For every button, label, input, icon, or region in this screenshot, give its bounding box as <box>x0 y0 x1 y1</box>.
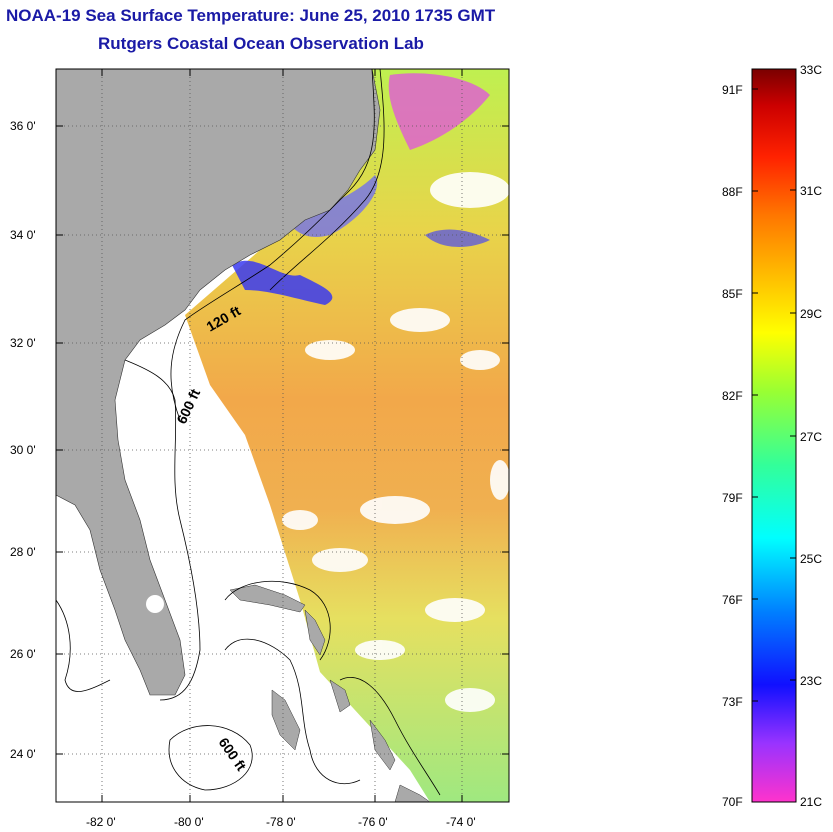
celsius-label: 27C <box>800 430 822 444</box>
lat-tick-label: 36 0' <box>10 119 36 133</box>
fahrenheit-label: 70F <box>722 795 743 809</box>
land-mainland <box>56 69 381 696</box>
celsius-label: 21C <box>800 795 822 809</box>
fahrenheit-label: 76F <box>722 593 743 607</box>
celsius-label: 29C <box>800 307 822 321</box>
lat-tick-label: 30 0' <box>10 443 36 457</box>
axis-ticks <box>56 69 509 802</box>
lat-tick-label: 26 0' <box>10 647 36 661</box>
fahrenheit-label: 91F <box>722 83 743 97</box>
fahrenheit-label: 82F <box>722 389 743 403</box>
cool-water-patch <box>232 260 333 305</box>
cool-water-patch <box>388 73 490 150</box>
celsius-label: 25C <box>800 552 822 566</box>
cool-water-patch <box>425 229 490 247</box>
lat-tick-label: 34 0' <box>10 228 36 242</box>
fahrenheit-label: 73F <box>722 695 743 709</box>
color-scale-ticks <box>752 88 796 702</box>
fahrenheit-label: 88F <box>722 185 743 199</box>
map-title: NOAA-19 Sea Surface Temperature: June 25… <box>6 6 496 25</box>
map-subtitle: Rutgers Coastal Ocean Observation Lab <box>98 34 424 53</box>
lon-tick-label: -80 0' <box>174 815 204 829</box>
lat-tick-label: 28 0' <box>10 545 36 559</box>
celsius-label: 33C <box>800 63 822 77</box>
celsius-label: 31C <box>800 184 822 198</box>
lat-tick-label: 32 0' <box>10 336 36 350</box>
lon-tick-label: -82 0' <box>86 815 116 829</box>
lon-tick-label: -74 0' <box>446 815 476 829</box>
lake-okeechobee <box>146 595 164 613</box>
fahrenheit-label: 85F <box>722 287 743 301</box>
color-scale-bar <box>751 68 797 803</box>
celsius-label: 23C <box>800 674 822 688</box>
cloud-gaps <box>282 172 509 712</box>
bathymetry-contours <box>56 69 441 796</box>
lat-tick-label: 24 0' <box>10 747 36 761</box>
fahrenheit-label: 79F <box>722 491 743 505</box>
sst-swath <box>185 69 509 802</box>
lon-tick-label: -78 0' <box>266 815 296 829</box>
bahamas-islands <box>229 584 431 802</box>
lon-tick-label: -76 0' <box>358 815 388 829</box>
